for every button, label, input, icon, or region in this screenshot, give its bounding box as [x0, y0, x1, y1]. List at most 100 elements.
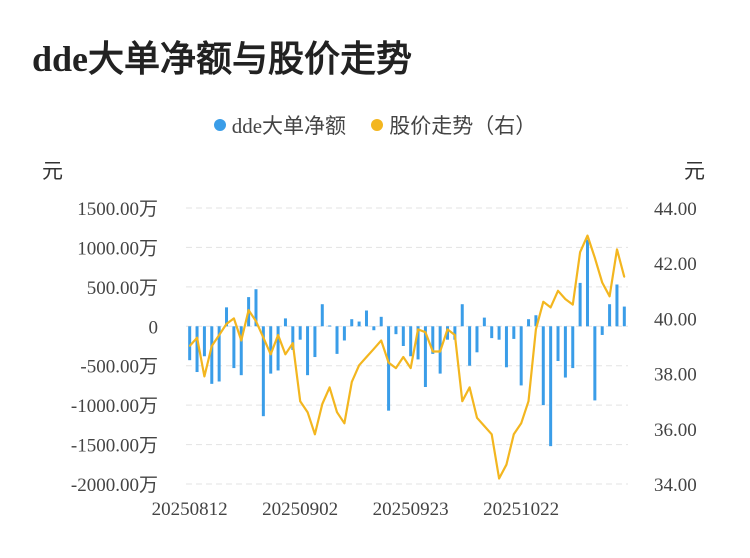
dde-bar[interactable] [276, 326, 280, 371]
dde-bar[interactable] [527, 319, 531, 327]
price-point [350, 381, 353, 383]
dde-bar[interactable] [394, 326, 398, 335]
price-point [513, 433, 515, 436]
price-point [284, 353, 287, 356]
dde-bar[interactable] [468, 326, 472, 366]
dde-bar[interactable] [261, 326, 265, 417]
price-point [328, 386, 331, 389]
price-point [225, 323, 228, 325]
dde-bar[interactable] [416, 326, 420, 360]
y-right-tick-label: 44.00 [654, 199, 697, 220]
dde-bar[interactable] [571, 326, 575, 369]
dde-bar[interactable] [232, 326, 236, 369]
price-point [446, 328, 449, 331]
dde-bar[interactable] [475, 326, 479, 353]
price-point [594, 256, 596, 259]
dde-bar[interactable] [608, 304, 612, 327]
dde-bar[interactable] [622, 306, 626, 327]
price-point [188, 345, 191, 347]
legend-item-dde[interactable]: dde大单净额 [213, 110, 346, 140]
price-point [247, 309, 250, 311]
y-left-tick-label: -1500.00万 [71, 436, 158, 457]
price-point [365, 356, 368, 358]
dde-bar[interactable] [283, 318, 287, 327]
dde-bar[interactable] [269, 326, 273, 374]
legend-label-price: 股价走势（右） [389, 114, 537, 138]
dde-bar[interactable] [512, 326, 516, 339]
left-axis-unit: 元 [42, 159, 63, 183]
price-point [210, 345, 213, 347]
dde-bar[interactable] [409, 326, 413, 357]
dde-bar[interactable] [298, 326, 302, 340]
dde-bar[interactable] [549, 326, 553, 447]
dde-bar[interactable] [254, 289, 258, 327]
legend-marker-dde [213, 119, 226, 131]
dde-bar[interactable] [202, 326, 206, 357]
price-point [417, 328, 419, 331]
dde-bar[interactable] [497, 326, 501, 340]
y-left-tick-label: -500.00万 [80, 357, 158, 378]
price-point [203, 375, 206, 378]
dde-bar[interactable] [585, 239, 589, 327]
price-point [468, 386, 471, 389]
dde-bar[interactable] [482, 317, 486, 327]
dde-bar[interactable] [519, 326, 523, 386]
price-point [343, 422, 346, 425]
dde-bar[interactable] [239, 326, 243, 376]
price-point [299, 400, 301, 403]
dde-bar[interactable] [600, 326, 604, 335]
dde-bar[interactable] [357, 321, 361, 327]
dde-bar[interactable] [195, 326, 199, 373]
dde-bar[interactable] [387, 326, 391, 411]
price-point [608, 295, 611, 298]
dde-bar[interactable] [350, 319, 354, 327]
y-left-tick-label: -1000.00万 [71, 396, 158, 417]
dde-bar[interactable] [291, 326, 295, 350]
dde-bar[interactable] [453, 326, 457, 340]
dde-bar[interactable] [615, 284, 619, 327]
dde-bar[interactable] [364, 310, 368, 327]
dde-bar[interactable] [379, 316, 383, 327]
price-line[interactable] [188, 234, 626, 480]
dde-bar[interactable] [504, 326, 508, 368]
dde-bar[interactable] [335, 326, 339, 354]
dde-bar[interactable] [372, 326, 376, 331]
price-point [424, 331, 427, 334]
left-axis: 1500.00万 1000.00万 500.00万 0 -500.00万 -1000.00… [71, 199, 158, 496]
y-right-tick-label: 42.00 [654, 254, 697, 275]
grid-lines [186, 207, 628, 485]
dde-bar[interactable] [210, 326, 214, 384]
dde-bar[interactable] [423, 326, 427, 388]
price-point [277, 334, 279, 336]
price-point [571, 303, 574, 306]
dde-bar[interactable] [225, 307, 229, 327]
dde-bar[interactable] [328, 325, 332, 327]
dde-bar[interactable] [593, 326, 597, 401]
dde-bar[interactable] [541, 326, 545, 406]
dde-bar[interactable] [490, 326, 494, 339]
dde-bar[interactable] [320, 304, 324, 327]
price-point [601, 281, 604, 284]
dde-bar[interactable] [313, 326, 317, 358]
dde-bar[interactable] [217, 326, 221, 382]
dde-bar[interactable] [401, 326, 405, 346]
legend-item-price[interactable]: 股价走势（右） [371, 110, 536, 140]
price-point [387, 361, 390, 364]
dde-bar[interactable] [188, 326, 192, 361]
dde-bar[interactable] [306, 326, 310, 376]
price-point [233, 317, 235, 320]
dde-bar[interactable] [563, 326, 567, 378]
dde-bar[interactable] [446, 326, 450, 340]
price-point [336, 411, 338, 414]
dde-bar[interactable] [342, 326, 346, 341]
dde-bar[interactable] [460, 304, 464, 327]
price-point [380, 339, 383, 342]
dde-bar[interactable] [534, 315, 538, 327]
y-left-tick-label: 1500.00万 [77, 199, 158, 220]
dde-bar[interactable] [578, 282, 582, 327]
dde-bar[interactable] [556, 326, 560, 361]
dde-bar[interactable] [431, 326, 435, 354]
price-point [269, 353, 272, 356]
x-tick-label: 20250812 [152, 499, 228, 520]
